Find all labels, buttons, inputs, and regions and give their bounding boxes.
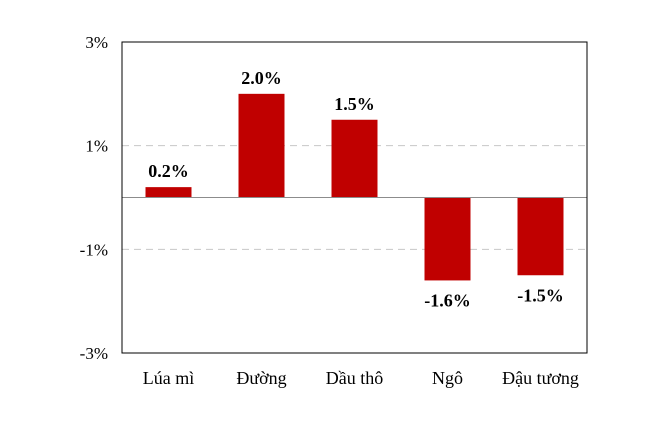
category-label: Lúa mì [143, 368, 195, 388]
y-tick-label: -1% [80, 240, 108, 259]
y-axis-ticks: 3% 1% -1% -3% [80, 33, 108, 363]
bar [145, 187, 192, 198]
bar [424, 197, 471, 281]
y-tick-label: 1% [85, 137, 108, 156]
bars [145, 93, 564, 281]
y-tick-label: 3% [85, 33, 108, 52]
category-label: Dầu thô [326, 368, 384, 388]
bar [331, 119, 378, 198]
category-labels: Lúa mì Đường Dầu thô Ngô Đậu tương [143, 368, 579, 388]
data-label: 2.0% [241, 68, 282, 88]
category-label: Đậu tương [502, 368, 579, 388]
y-tick-label: -3% [80, 344, 108, 363]
data-label: 0.2% [148, 161, 189, 181]
data-labels: 0.2% 2.0% 1.5% -1.6% -1.5% [148, 68, 564, 311]
bar [517, 197, 564, 276]
plot-frame [121, 41, 588, 354]
data-label: 1.5% [334, 94, 375, 114]
category-label: Ngô [432, 368, 463, 388]
data-label: -1.5% [517, 285, 564, 305]
category-label: Đường [236, 368, 286, 388]
bar [238, 93, 285, 198]
data-label: -1.6% [424, 290, 471, 310]
